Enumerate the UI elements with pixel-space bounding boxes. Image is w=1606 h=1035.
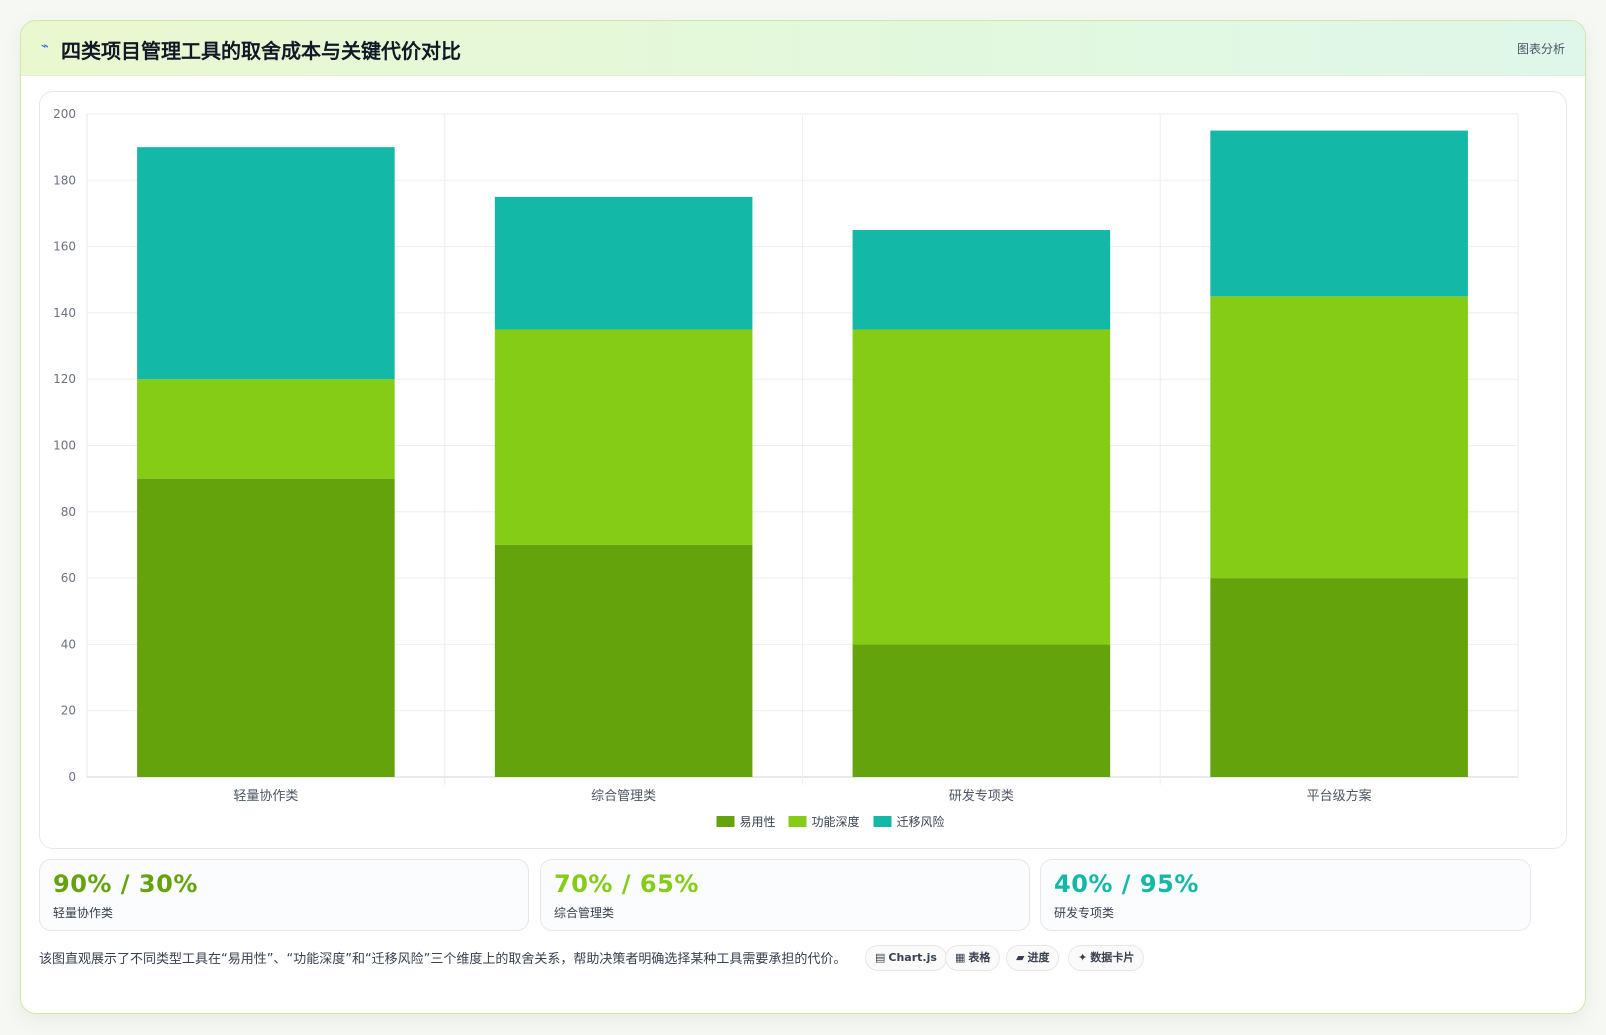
page-title: 四类项目管理工具的取舍成本与关键代价对比 [61,39,461,63]
card-header: ⌁ 四类项目管理工具的取舍成本与关键代价对比 图表分析 [21,21,1585,76]
y-tick-label: 140 [53,306,76,320]
tag-label: 进度 [1027,951,1050,964]
legend-label: 易用性 [740,815,776,829]
bar-segment [1210,578,1468,777]
bar-segment [852,230,1111,330]
table-icon: ▦ [955,951,966,964]
tag-label: Chart.js [888,951,937,964]
bar-segment [1210,130,1468,297]
y-tick-label: 60 [61,571,76,585]
stat-card-1: 90% / 30% 轻量协作类 [39,859,529,931]
y-tick-label: 160 [53,240,76,254]
sparkle-icon: ✦ [1078,951,1088,964]
x-tick-label: 轻量协作类 [233,789,298,804]
tag-progress[interactable]: ▰ 进度 [1006,945,1060,971]
bar-segment [494,196,753,330]
bar-segment [137,147,395,380]
y-tick-label: 80 [61,505,76,519]
legend-swatch [716,816,735,827]
tag-data-card[interactable]: ✦ 数据卡片 [1068,945,1145,971]
legend-label: 迁移风险 [897,814,945,829]
y-tick-label: 0 [68,770,76,784]
y-tick-label: 40 [61,637,76,651]
progress-icon: ▰ [1016,951,1025,964]
tag-chartjs[interactable]: ▤ Chart.js [865,945,947,971]
bar-segment [137,379,395,479]
stacked-bar-chart: 0 20 40 60 80 100 120 140 160 180 200 轻量协作类 综合管理类 研发专… [53,107,1519,829]
stat-label: 轻量协作类 [53,906,114,920]
bar-segment [494,544,753,777]
tag-table[interactable]: ▦ 表格 [945,945,1001,971]
chart-line-icon: ⌁ [41,39,49,54]
stat-value: 70% / 65% [554,870,699,898]
legend-swatch [788,816,807,827]
stat-value: 40% / 95% [1054,870,1199,898]
stat-label: 研发专项类 [1054,906,1115,920]
bar-segment [1210,296,1468,579]
y-tick-label: 100 [53,439,76,453]
stat-cards: 90% / 30% 轻量协作类 70% / 65% 综合管理类 40% / 95… [39,859,1567,931]
chart-icon: ▤ [875,951,886,964]
x-tick-label: 综合管理类 [591,789,656,804]
legend-swatch [873,816,892,827]
bar-segment [137,478,395,777]
y-tick-label: 200 [53,107,76,121]
bar-segment [852,644,1111,777]
bar-segment [494,329,753,545]
y-tick-label: 120 [53,372,76,386]
x-tick-label: 平台级方案 [1307,788,1372,804]
tag-label: 数据卡片 [1090,951,1135,964]
chart-card: ⌁ 四类项目管理工具的取舍成本与关键代价对比 图表分析 0 20 40 60 80 100… [20,20,1586,1014]
tag-label: 表格 [968,951,991,964]
x-tick-label: 研发专项类 [949,788,1014,804]
stat-value: 90% / 30% [53,870,198,898]
stat-card-2: 70% / 65% 综合管理类 [540,859,1030,931]
legend-label: 功能深度 [812,814,860,829]
y-tick-label: 20 [61,704,76,718]
chart-description: 该图直观展示了不同类型工具在“易用性”、“功能深度”和“迁移风险”三个维度上的取… [39,952,847,967]
stat-label: 综合管理类 [554,906,615,920]
chart-analysis-badge: 图表分析 [1516,42,1565,56]
chart-panel: 0 20 40 60 80 100 120 140 160 180 200 轻量协作类 综合管理类 研发专… [39,91,1567,849]
y-tick-label: 180 [53,173,76,187]
bar-segment [852,329,1111,645]
stat-card-3: 40% / 95% 研发专项类 [1040,859,1531,931]
